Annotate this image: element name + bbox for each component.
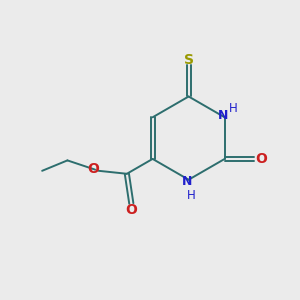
Text: O: O <box>255 152 267 166</box>
Text: H: H <box>229 103 238 116</box>
Text: O: O <box>87 162 99 176</box>
Text: H: H <box>187 189 195 202</box>
Text: S: S <box>184 53 194 67</box>
Text: O: O <box>125 203 137 217</box>
Text: N: N <box>182 175 192 188</box>
Text: N: N <box>218 109 228 122</box>
